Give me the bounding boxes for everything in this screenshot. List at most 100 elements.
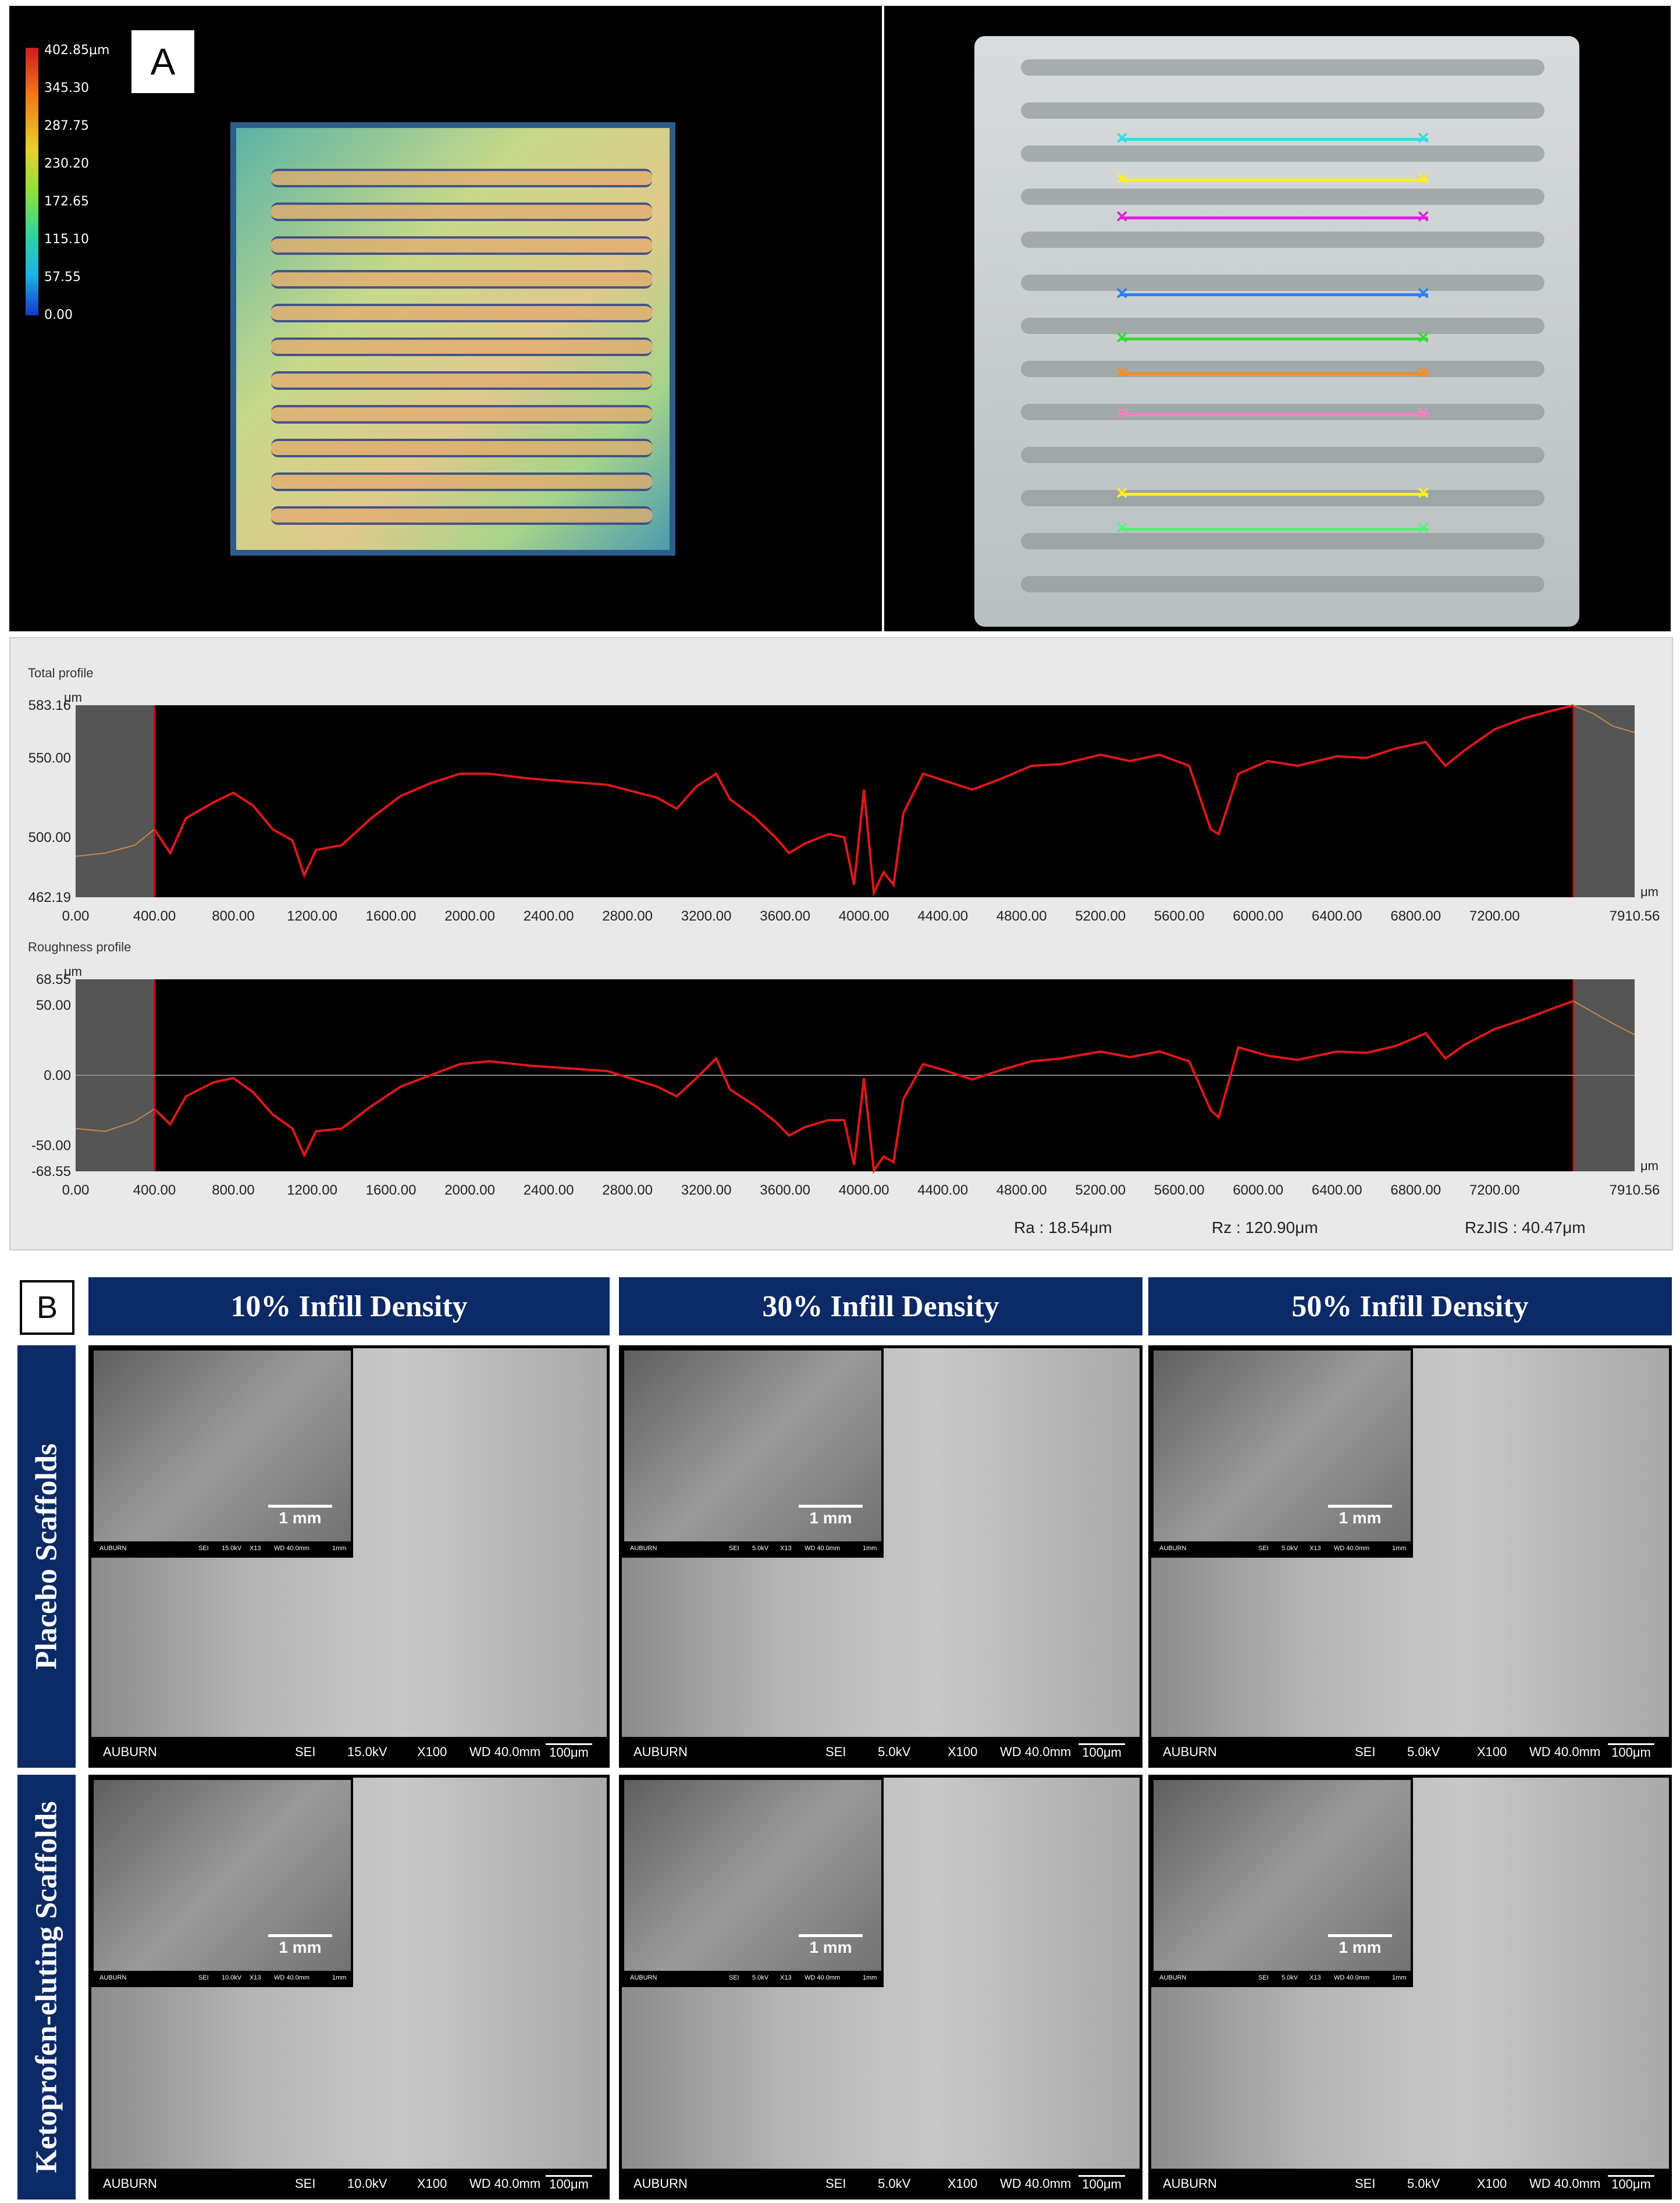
inset-scale-bar: 1 mm (268, 1934, 332, 1957)
measurement-endpoint[interactable]: ✕ (1115, 519, 1129, 537)
sem-inset-image: 1 mm AUBURN SEI 5.0kV X13 WD 40.0mm 1mm (622, 1348, 884, 1558)
x-tick-label: 800.00 (212, 908, 254, 924)
inset-info-wd: WD 40.0mm (274, 1545, 310, 1552)
y-tick-label: 50.00 (36, 998, 71, 1014)
x-tick-label: 2800.00 (602, 908, 653, 924)
sem-info-wd: WD 40.0mm (1529, 1744, 1601, 1759)
sem-info-brand: AUBURN (1163, 2176, 1217, 2191)
x-tick-label: 1200.00 (287, 1182, 337, 1198)
measurement-line[interactable]: ✕ ✕ (1115, 520, 1430, 537)
optical-strand (1021, 189, 1544, 205)
optical-strand (1021, 145, 1544, 162)
inset-scale-bar-line (799, 1934, 863, 1937)
measurement-line[interactable]: ✕ ✕ (1115, 130, 1430, 147)
sem-info-wd: WD 40.0mm (1000, 1744, 1072, 1759)
scaffold-height-map (230, 122, 675, 556)
measurement-line[interactable]: ✕ ✕ (1115, 170, 1430, 188)
sem-image: AUBURN SEI 10.0kV X100 WD 40.0mm 100μm 1 mm AUB… (88, 1775, 610, 2200)
sem-image: AUBURN SEI 5.0kV X100 WD 40.0mm 100μm 1 mm AUBU… (1148, 1345, 1672, 1768)
measurement-line[interactable]: ✕ ✕ (1115, 285, 1430, 303)
sem-inset-image: 1 mm AUBURN SEI 5.0kV X13 WD 40.0mm 1mm (1151, 1348, 1413, 1558)
measurement-endpoint[interactable]: ✕ (1115, 404, 1129, 422)
inset-scale-bar-line (268, 1505, 332, 1508)
inset-info-wd: WD 40.0mm (1334, 1974, 1370, 1981)
inset-info-mode: SEI (729, 1545, 739, 1552)
profile-line-outside (75, 829, 155, 857)
measurement-line[interactable]: ✕ ✕ (1115, 364, 1430, 382)
x-unit-label: μm (1640, 1159, 1658, 1173)
measurement-endpoint[interactable]: ✕ (1416, 364, 1430, 382)
measurement-endpoint[interactable]: ✕ (1416, 170, 1430, 188)
rz-value: Rz : 120.90μm (1212, 1218, 1318, 1236)
sem-info-kv: 5.0kV (878, 2176, 911, 2191)
inset-scale-bar: 1 mm (799, 1934, 863, 1957)
heatmap-strand (271, 506, 652, 525)
y-tick-label: 550.00 (29, 750, 71, 766)
scale-bar-line (546, 1743, 592, 1745)
inset-info-brand: AUBURN (99, 1974, 127, 1981)
colorbar-tick: 57.55 (44, 270, 81, 285)
inset-info-scale: 1mm (863, 1974, 877, 1981)
x-tick-label: 1600.00 (366, 908, 417, 924)
measurement-endpoint[interactable]: ✕ (1416, 285, 1430, 303)
measurement-endpoint[interactable]: ✕ (1416, 484, 1430, 502)
inset-info-scale: 1mm (1392, 1545, 1407, 1552)
measurement-endpoint[interactable]: ✕ (1115, 329, 1129, 347)
x-tick-label: 4000.00 (839, 1182, 889, 1198)
measurement-endpoint[interactable]: ✕ (1115, 129, 1129, 147)
y-unit-label: μm (64, 964, 82, 979)
x-tick-label: 4400.00 (917, 1182, 968, 1198)
inset-scale-bar-label: 1 mm (279, 1938, 322, 1956)
measurement-endpoint[interactable]: ✕ (1416, 129, 1430, 147)
inset-info-kv: 5.0kV (1282, 1974, 1298, 1981)
sem-info-brand: AUBURN (633, 2176, 688, 2191)
measurement-line[interactable]: ✕ ✕ (1115, 208, 1430, 226)
sem-info-brand: AUBURN (633, 1744, 688, 1759)
x-tick-label: 3200.00 (681, 908, 732, 924)
optical-strand (1021, 533, 1544, 549)
x-tick-label: 4800.00 (996, 1182, 1047, 1198)
height-map-view: 402.85μm 345.30 287.75 230.20 172.65 115.10 57… (9, 6, 882, 631)
scale-bar-line (546, 2175, 592, 2177)
optical-strand (1021, 275, 1544, 291)
measurement-endpoint[interactable]: ✕ (1416, 404, 1430, 422)
inset-scale-bar-label: 1 mm (1339, 1938, 1382, 1956)
sem-info-wd: WD 40.0mm (469, 1744, 541, 1759)
sem-info-mag: X100 (1477, 2176, 1507, 2191)
measurement-endpoint[interactable]: ✕ (1416, 208, 1430, 226)
measurement-line[interactable]: ✕ ✕ (1115, 485, 1430, 502)
x-tick-label: 800.00 (212, 1182, 254, 1198)
profile-line-outside (1573, 1000, 1635, 1036)
measurement-line[interactable]: ✕ ✕ (1115, 405, 1430, 422)
measurement-line[interactable]: ✕ ✕ (1115, 329, 1430, 347)
measurement-endpoint[interactable]: ✕ (1115, 364, 1129, 382)
inset-info-brand: AUBURN (1159, 1545, 1187, 1552)
measurement-endpoint[interactable]: ✕ (1115, 484, 1129, 502)
roughness-profile-title: Roughness profile (28, 940, 131, 954)
rzjis-value: RzJIS : 40.47μm (1465, 1218, 1586, 1236)
heatmap-strand (271, 439, 652, 457)
x-tick-label: 7910.56 (1610, 908, 1660, 924)
measurement-endpoint[interactable]: ✕ (1416, 329, 1430, 347)
inset-info-mode: SEI (1258, 1545, 1269, 1552)
ra-value: Ra : 18.54μm (1014, 1218, 1112, 1236)
row-header-placebo-text: Placebo Scaffolds (30, 1443, 63, 1670)
total-profile-title: Total profile (28, 666, 94, 680)
x-tick-label: 2400.00 (524, 1182, 574, 1198)
measurement-endpoint[interactable]: ✕ (1115, 170, 1129, 188)
inset-info-mag: X13 (250, 1545, 261, 1552)
row-header-ketoprofen-text: Ketoprofen-eluting Scaffolds (30, 1801, 63, 2173)
sem-info-bar: AUBURN SEI 5.0kV X100 WD 40.0mm 100μm (1151, 1737, 1669, 1765)
inset-info-brand: AUBURN (99, 1545, 127, 1552)
y-unit-label: μm (64, 690, 82, 705)
sem-info-bar: AUBURN SEI 5.0kV X100 WD 40.0mm 100μm (1151, 2169, 1669, 2197)
inset-info-kv: 5.0kV (752, 1974, 769, 1981)
height-colorbar (26, 48, 38, 315)
measurement-endpoint[interactable]: ✕ (1115, 208, 1129, 226)
sem-info-wd: WD 40.0mm (469, 2176, 541, 2191)
inset-info-mode: SEI (729, 1974, 739, 1981)
scale-bar-line (1079, 2175, 1125, 2177)
measurement-endpoint[interactable]: ✕ (1115, 285, 1129, 303)
measurement-endpoint[interactable]: ✕ (1416, 519, 1430, 537)
colorbar-tick: 0.00 (44, 308, 73, 322)
